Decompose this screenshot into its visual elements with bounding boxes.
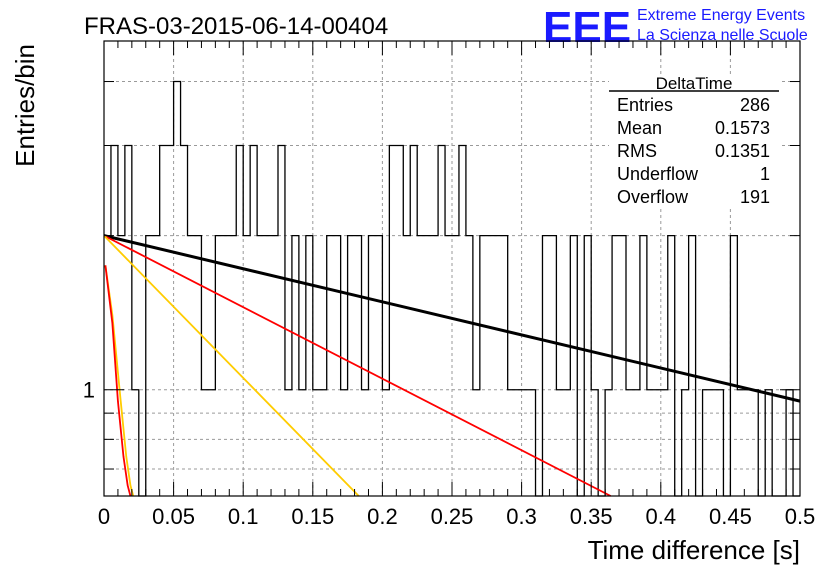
fit-line bbox=[103, 234, 360, 497]
stats-row-label: Underflow bbox=[617, 164, 699, 184]
histogram-bars bbox=[104, 80, 800, 497]
stats-row-label: Overflow bbox=[617, 187, 689, 207]
stats-row-value: 286 bbox=[740, 95, 770, 115]
y-axis-label: Entries/bin bbox=[10, 44, 40, 167]
fit-line bbox=[103, 234, 612, 497]
chart-title: FRAS-03-2015-06-14-00404 bbox=[84, 13, 388, 40]
fit-line bbox=[103, 234, 801, 403]
histogram-outline bbox=[104, 80, 800, 497]
stats-row-value: 191 bbox=[740, 187, 770, 207]
eee-logo-icon: EEE bbox=[543, 3, 631, 52]
x-tick-label: 0.1 bbox=[228, 504, 259, 529]
x-tick-label: 0.35 bbox=[570, 504, 613, 529]
x-tick-labels: 0 0.05 0.1 0.15 0.2 0.25 0.3 0.35 0.4 0.45 0.5 bbox=[98, 504, 815, 529]
stats-row-label: Entries bbox=[617, 95, 673, 115]
x-tick-label: 0.4 bbox=[646, 504, 677, 529]
fit-lines bbox=[103, 234, 801, 497]
stats-title: DeltaTime bbox=[656, 74, 733, 93]
x-tick-label: 0 bbox=[98, 504, 110, 529]
stats-row-value: 0.1351 bbox=[715, 141, 770, 161]
stats-row-value: 0.1573 bbox=[715, 118, 770, 138]
x-tick-label: 0.5 bbox=[785, 504, 816, 529]
x-tick-label: 0.05 bbox=[152, 504, 195, 529]
x-tick-label: 0.45 bbox=[709, 504, 752, 529]
stats-row-label: RMS bbox=[617, 141, 657, 161]
x-axis-label: Time difference [s] bbox=[588, 535, 800, 565]
stats-box: DeltaTime Entries 286 Mean 0.1573 RMS 0.1351 U… bbox=[609, 74, 779, 207]
stats-row-label: Mean bbox=[617, 118, 662, 138]
logo-subtitle-1: Extreme Energy Events bbox=[637, 7, 805, 24]
x-tick-label: 0.2 bbox=[367, 504, 398, 529]
stats-row-value: 1 bbox=[760, 164, 770, 184]
x-tick-label: 0.15 bbox=[291, 504, 334, 529]
axis-ticks bbox=[103, 41, 801, 496]
logo-subtitle-2: La Scienza nelle Scuole bbox=[637, 27, 808, 44]
y-tick-labels: 1 bbox=[83, 378, 95, 403]
x-tick-label: 0.25 bbox=[431, 504, 474, 529]
x-tick-label: 0.3 bbox=[506, 504, 537, 529]
fit-line bbox=[104, 265, 132, 497]
y-tick-label: 1 bbox=[83, 378, 95, 403]
